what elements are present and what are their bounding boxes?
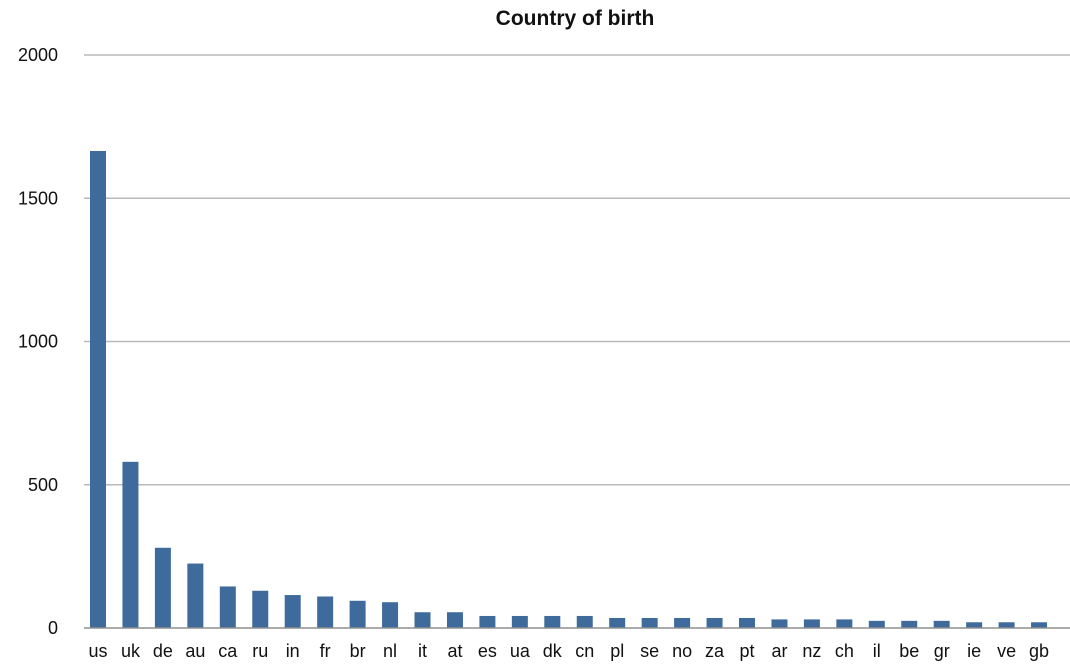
- bar-uk: [122, 461, 139, 628]
- x-tick-label: in: [286, 641, 300, 661]
- x-tick-label: ie: [967, 641, 981, 661]
- x-tick-label: ua: [510, 641, 531, 661]
- x-tick-label: se: [640, 641, 659, 661]
- bar-in: [284, 595, 301, 628]
- x-tick-label: pt: [739, 641, 754, 661]
- bar-ch: [836, 619, 853, 628]
- bar-br: [349, 600, 366, 628]
- x-tick-label: it: [418, 641, 427, 661]
- x-tick-label: br: [350, 641, 366, 661]
- x-tick-label: uk: [121, 641, 141, 661]
- chart-title: Country of birth: [496, 7, 655, 30]
- y-tick-label: 1500: [18, 188, 58, 208]
- bar-be: [901, 620, 918, 628]
- bar-dk: [544, 615, 561, 628]
- bar-us: [90, 150, 106, 629]
- bar-fr: [317, 596, 334, 628]
- bar-es: [479, 615, 496, 628]
- bar-de: [154, 547, 171, 628]
- x-tick-label: nl: [383, 641, 397, 661]
- x-tick-label: za: [705, 641, 725, 661]
- x-tick-label: at: [447, 641, 462, 661]
- x-tick-label: ve: [997, 641, 1016, 661]
- bar-gb: [1031, 622, 1048, 628]
- bars: [90, 150, 1048, 629]
- x-tick-label: dk: [543, 641, 563, 661]
- bar-za: [706, 617, 723, 628]
- x-tick-label: de: [153, 641, 173, 661]
- x-tick-label: gb: [1029, 641, 1049, 661]
- bar-ru: [252, 590, 269, 628]
- bar-gr: [933, 620, 950, 628]
- x-tick-label: be: [899, 641, 919, 661]
- bar-ar: [771, 619, 788, 628]
- x-tick-label: ch: [835, 641, 854, 661]
- grid-lines: [84, 54, 1070, 486]
- bar-nl: [382, 602, 399, 628]
- bar-at: [446, 612, 463, 628]
- bar-au: [187, 563, 204, 628]
- bar-cn: [576, 615, 593, 628]
- bar-il: [868, 620, 885, 628]
- x-tick-label: no: [672, 641, 692, 661]
- y-tick-label: 2000: [18, 45, 58, 65]
- bar-pt: [739, 617, 755, 628]
- bar-no: [674, 617, 691, 628]
- bar-ie: [966, 622, 983, 628]
- y-tick-label: 1000: [18, 332, 58, 352]
- y-tick-label: 500: [28, 475, 58, 495]
- y-axis-tick-labels: 0 500 1000 1500 2000: [18, 45, 58, 638]
- x-tick-label: ar: [771, 641, 787, 661]
- x-tick-label: gr: [934, 641, 950, 661]
- bar-ua: [511, 615, 528, 628]
- y-tick-label: 0: [48, 618, 58, 638]
- x-tick-label: fr: [320, 641, 331, 661]
- x-tick-label: ca: [218, 641, 238, 661]
- x-tick-label: us: [88, 641, 107, 661]
- x-tick-label: il: [873, 641, 881, 661]
- x-tick-label: cn: [575, 641, 594, 661]
- bar-pl: [609, 617, 626, 628]
- x-axis-tick-labels: us uk de au ca ru in fr br nl it at es ua dk cn pl se no za…: [88, 641, 1049, 661]
- x-tick-label: es: [478, 641, 497, 661]
- bar-ca: [219, 586, 236, 628]
- bar-se: [641, 617, 658, 628]
- bar-ve: [998, 622, 1015, 628]
- x-tick-label: nz: [802, 641, 821, 661]
- x-tick-label: au: [185, 641, 205, 661]
- x-tick-label: pl: [610, 641, 624, 661]
- x-tick-label: ru: [252, 641, 268, 661]
- bar-nz: [803, 619, 820, 628]
- bar-it: [414, 612, 431, 628]
